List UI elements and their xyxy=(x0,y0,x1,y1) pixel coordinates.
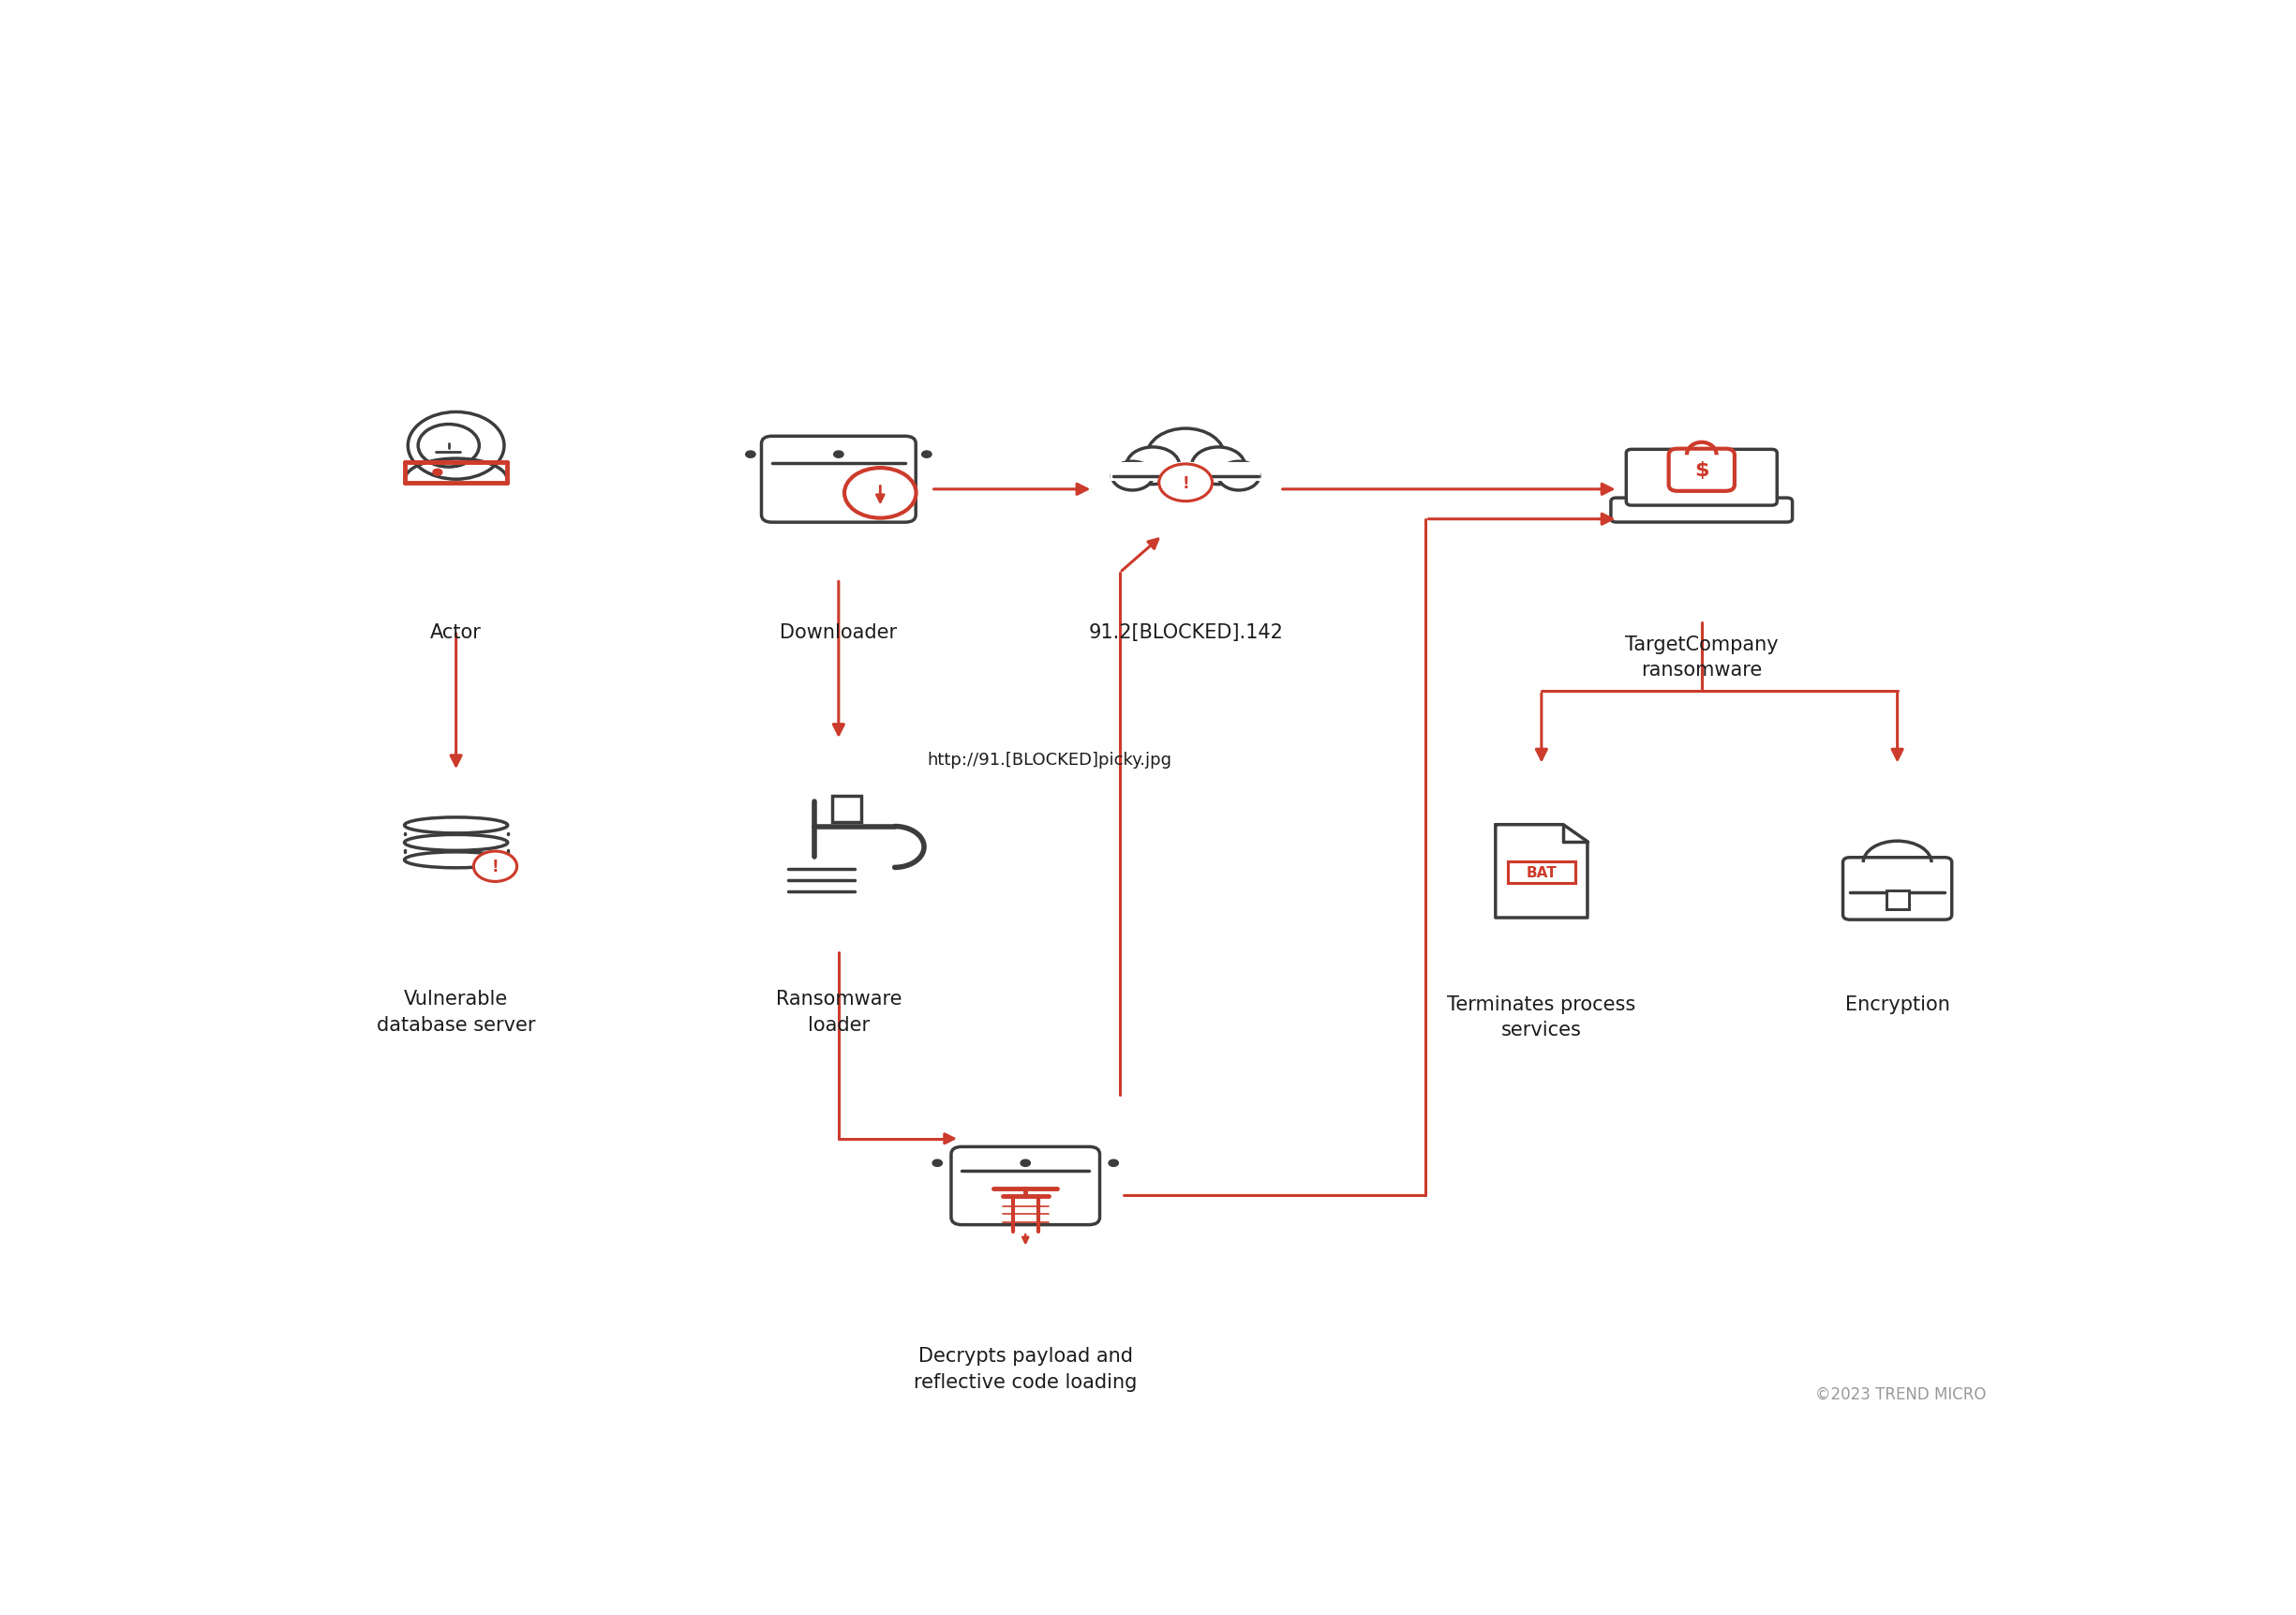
Text: !: ! xyxy=(491,858,498,875)
Circle shape xyxy=(473,851,517,882)
Circle shape xyxy=(1022,1160,1031,1166)
FancyBboxPatch shape xyxy=(1612,499,1793,523)
Circle shape xyxy=(409,412,505,480)
Circle shape xyxy=(921,452,932,459)
Text: BAT: BAT xyxy=(1527,866,1557,880)
Circle shape xyxy=(434,470,443,476)
Text: http://91.[BLOCKED]picky.jpg: http://91.[BLOCKED]picky.jpg xyxy=(928,751,1173,769)
FancyBboxPatch shape xyxy=(762,436,916,523)
Text: !: ! xyxy=(1182,475,1189,491)
Circle shape xyxy=(1109,1160,1118,1166)
Circle shape xyxy=(1127,447,1180,484)
Ellipse shape xyxy=(404,835,507,851)
Circle shape xyxy=(1192,447,1244,484)
Circle shape xyxy=(1159,465,1212,502)
Text: TargetCompany
ransomware: TargetCompany ransomware xyxy=(1626,635,1779,680)
Circle shape xyxy=(1148,430,1224,483)
Bar xyxy=(831,796,861,822)
Circle shape xyxy=(1111,462,1153,491)
Text: Downloader: Downloader xyxy=(781,623,898,641)
FancyBboxPatch shape xyxy=(1626,451,1777,505)
Text: Terminates process
services: Terminates process services xyxy=(1446,995,1635,1038)
Ellipse shape xyxy=(404,817,507,833)
Text: Decrypts payload and
reflective code loading: Decrypts payload and reflective code loa… xyxy=(914,1347,1137,1391)
Circle shape xyxy=(833,452,843,459)
FancyBboxPatch shape xyxy=(1844,858,1952,921)
Circle shape xyxy=(932,1160,941,1166)
Circle shape xyxy=(1219,462,1261,491)
Bar xyxy=(1111,464,1261,481)
Text: ©2023 TREND MICRO: ©2023 TREND MICRO xyxy=(1816,1386,1986,1402)
Text: 91.2[BLOCKED].142: 91.2[BLOCKED].142 xyxy=(1088,623,1283,641)
FancyBboxPatch shape xyxy=(1669,449,1733,491)
Text: Ransomware
loader: Ransomware loader xyxy=(776,990,902,1034)
Text: Encryption: Encryption xyxy=(1846,995,1949,1013)
Circle shape xyxy=(418,425,480,467)
Circle shape xyxy=(845,468,916,518)
Text: Actor: Actor xyxy=(429,623,482,641)
Ellipse shape xyxy=(404,853,507,869)
Text: Vulnerable
database server: Vulnerable database server xyxy=(377,990,535,1034)
Text: $: $ xyxy=(1694,462,1708,480)
FancyBboxPatch shape xyxy=(1508,861,1575,883)
Circle shape xyxy=(746,452,755,459)
FancyBboxPatch shape xyxy=(951,1147,1100,1224)
Bar xyxy=(1885,891,1908,909)
